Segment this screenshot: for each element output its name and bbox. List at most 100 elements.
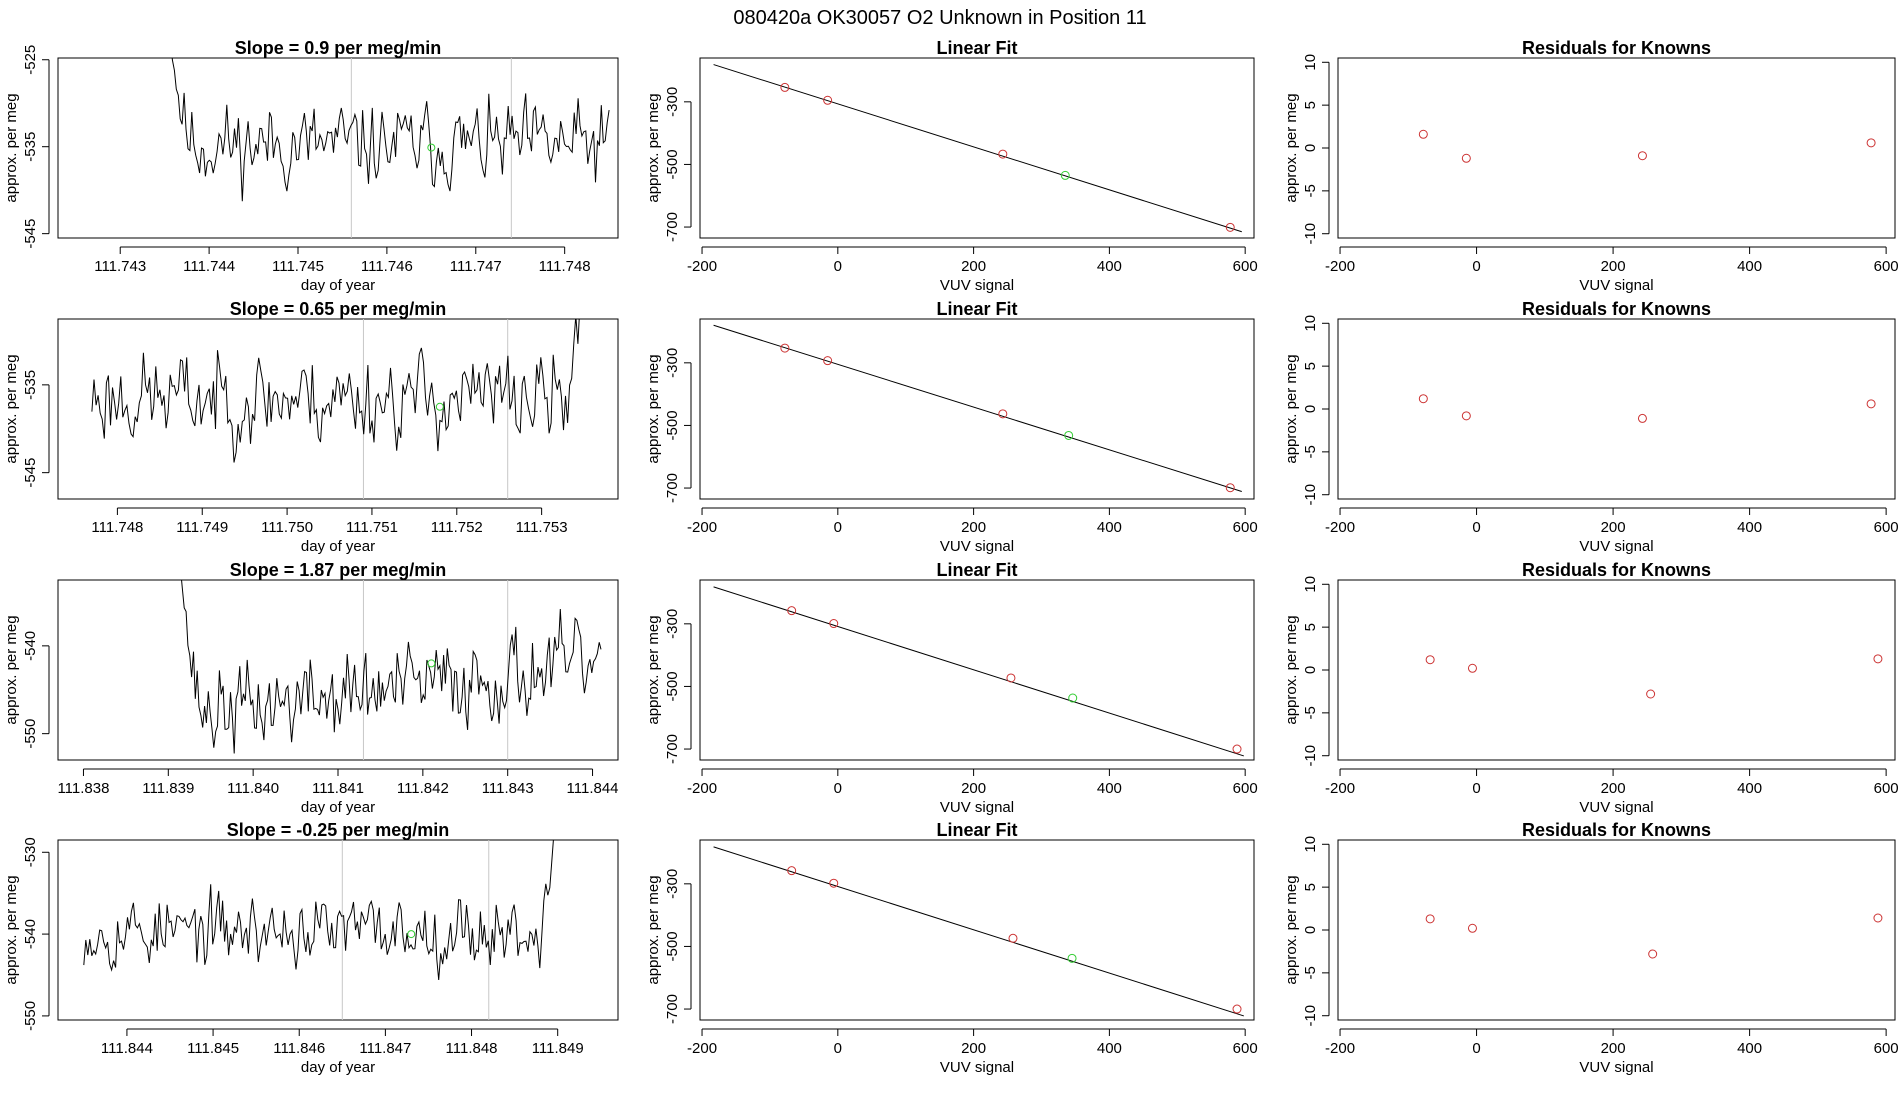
y-axis-label: approx. per meg bbox=[1283, 354, 1300, 463]
x-tick-label: 200 bbox=[1601, 519, 1626, 536]
y-tick-label: 10 bbox=[1302, 576, 1319, 593]
x-tick-label: 111.838 bbox=[57, 780, 109, 797]
residual-point bbox=[1467, 923, 1477, 933]
residual-point bbox=[1648, 949, 1658, 959]
known-point bbox=[780, 343, 790, 353]
plot-area bbox=[1418, 394, 1876, 423]
x-tick-label: 111.845 bbox=[187, 1040, 239, 1057]
y-tick-label: -525 bbox=[22, 45, 39, 75]
unknown-marker bbox=[427, 143, 436, 152]
y-tick-label: -5 bbox=[1302, 184, 1319, 197]
x-axis-label: VUV signal bbox=[1579, 277, 1653, 294]
x-tick-label: 0 bbox=[834, 519, 842, 536]
unknown-marker bbox=[407, 930, 416, 939]
x-tick-label: 0 bbox=[834, 1040, 842, 1057]
x-axis-label: day of year bbox=[301, 799, 375, 816]
residual-point bbox=[1418, 129, 1428, 139]
unknown-point bbox=[1060, 170, 1070, 180]
x-tick-label: 400 bbox=[1737, 1040, 1762, 1057]
y-tick-label: -540 bbox=[22, 919, 39, 949]
x-tick-label: 400 bbox=[1737, 780, 1762, 797]
residual-point bbox=[1646, 689, 1656, 699]
x-tick-label: -200 bbox=[687, 258, 717, 275]
known-point bbox=[780, 82, 790, 92]
y-tick-label: 10 bbox=[1302, 836, 1319, 853]
unknown-point bbox=[1068, 693, 1078, 703]
x-tick-label: 400 bbox=[1737, 519, 1762, 536]
plot-frame bbox=[1337, 579, 1896, 761]
panel-title: Linear Fit bbox=[936, 299, 1017, 319]
plot-frame bbox=[57, 579, 619, 761]
x-tick-label: 600 bbox=[1874, 780, 1899, 797]
y-tick-label: -10 bbox=[1302, 745, 1319, 767]
x-tick-label: 111.848 bbox=[446, 1040, 498, 1057]
residual-point bbox=[1866, 399, 1876, 409]
fit-line bbox=[713, 64, 1242, 233]
residual-point bbox=[1467, 663, 1477, 673]
x-tick-label: 400 bbox=[1097, 258, 1122, 275]
known-point bbox=[829, 878, 839, 888]
y-tick-label: -10 bbox=[1302, 1005, 1319, 1027]
x-tick-label: 400 bbox=[1097, 1040, 1122, 1057]
residual-point bbox=[1873, 654, 1883, 664]
x-tick-label: 600 bbox=[1874, 519, 1899, 536]
y-tick-label: -500 bbox=[664, 671, 681, 701]
x-tick-label: 400 bbox=[1097, 519, 1122, 536]
x-tick-label: -200 bbox=[687, 780, 717, 797]
unknown-point bbox=[1067, 953, 1077, 963]
x-tick-label: -200 bbox=[1325, 780, 1355, 797]
x-tick-label: -200 bbox=[1325, 519, 1355, 536]
x-tick-label: 111.849 bbox=[532, 1040, 584, 1057]
panel-fit-2: Linear Fit -200 0 200 400 600 VUV signal -700 -5… bbox=[645, 560, 1258, 816]
x-tick-label: -200 bbox=[1325, 258, 1355, 275]
fit-line bbox=[713, 846, 1244, 1017]
x-tick-label: 111.749 bbox=[176, 519, 228, 536]
x-tick-label: 111.753 bbox=[516, 519, 568, 536]
x-tick-label: -200 bbox=[687, 1040, 717, 1057]
y-axis-label: approx. per meg bbox=[3, 615, 20, 724]
x-tick-label: 0 bbox=[1472, 780, 1480, 797]
residual-point bbox=[1637, 413, 1647, 423]
panel-title: Linear Fit bbox=[936, 820, 1017, 840]
x-tick-label: 600 bbox=[1233, 780, 1258, 797]
panel-timeseries-0: Slope = 0.9 per meg/min 111.743 111.744 111… bbox=[3, 38, 619, 294]
y-tick-label: -5 bbox=[1302, 706, 1319, 719]
panel-title: Slope = 0.65 per meg/min bbox=[230, 299, 447, 319]
plot-area bbox=[171, 58, 610, 238]
plot-area bbox=[91, 319, 580, 499]
x-tick-label: -200 bbox=[1325, 1040, 1355, 1057]
y-tick-label: -500 bbox=[664, 931, 681, 961]
x-axis-label: day of year bbox=[301, 277, 375, 294]
x-tick-label: 0 bbox=[834, 258, 842, 275]
y-tick-label: 0 bbox=[1302, 405, 1319, 413]
y-tick-label: -300 bbox=[664, 609, 681, 639]
panel-title: Slope = -0.25 per meg/min bbox=[227, 820, 450, 840]
y-tick-label: 5 bbox=[1302, 623, 1319, 631]
x-tick-label: -200 bbox=[687, 519, 717, 536]
x-tick-label: 111.839 bbox=[142, 780, 194, 797]
x-tick-label: 400 bbox=[1097, 780, 1122, 797]
fit-line bbox=[713, 324, 1242, 492]
plot-area bbox=[713, 846, 1244, 1017]
y-axis-label: approx. per meg bbox=[1283, 615, 1300, 724]
x-tick-label: 111.752 bbox=[431, 519, 483, 536]
y-tick-label: -550 bbox=[22, 719, 39, 749]
x-tick-label: 200 bbox=[1601, 1040, 1626, 1057]
y-tick-label: -535 bbox=[22, 132, 39, 162]
known-point bbox=[823, 95, 833, 105]
plot-area bbox=[713, 586, 1244, 757]
plot-frame bbox=[699, 839, 1255, 1021]
series-line bbox=[83, 840, 554, 981]
y-tick-label: 5 bbox=[1302, 362, 1319, 370]
y-tick-label: -700 bbox=[664, 994, 681, 1024]
panel-timeseries-1: Slope = 0.65 per meg/min 111.748 111.749 11… bbox=[3, 299, 619, 555]
y-tick-label: -540 bbox=[22, 631, 39, 661]
panel-timeseries-2: Slope = 1.87 per meg/min 111.838 111.839 11… bbox=[3, 560, 619, 816]
x-tick-label: 400 bbox=[1737, 258, 1762, 275]
known-point bbox=[823, 356, 833, 366]
x-axis-label: VUV signal bbox=[940, 538, 1014, 555]
x-tick-label: 111.748 bbox=[539, 258, 591, 275]
residual-point bbox=[1461, 153, 1471, 163]
x-tick-label: 111.841 bbox=[312, 780, 364, 797]
